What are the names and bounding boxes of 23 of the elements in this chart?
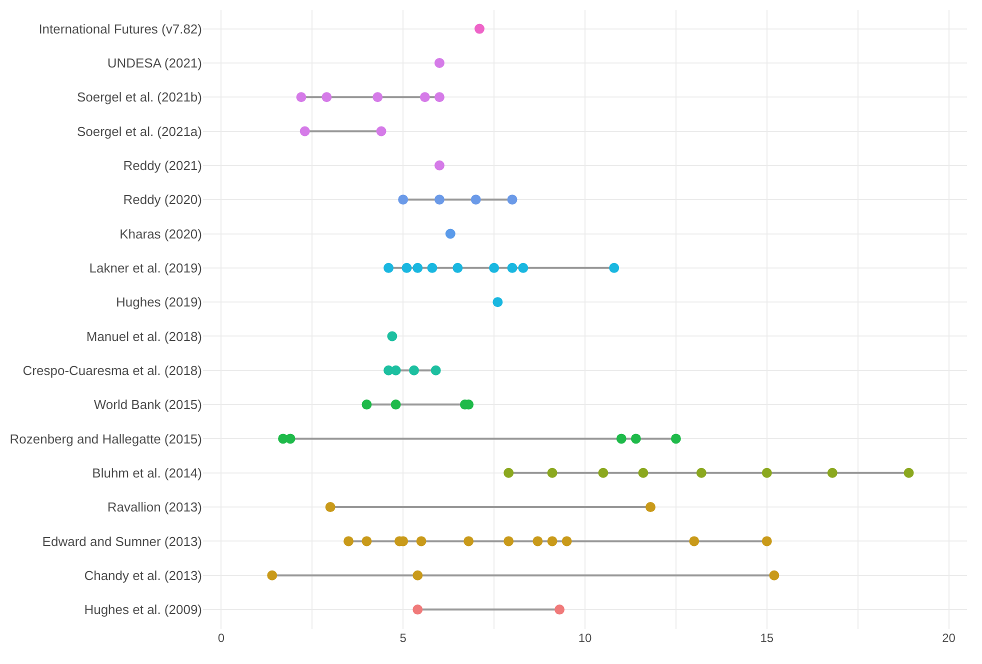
y-tick-label: International Futures (v7.82)	[38, 21, 202, 36]
x-tick-label: 20	[942, 631, 956, 645]
x-tick-label: 15	[760, 631, 774, 645]
x-tick-label: 10	[578, 631, 592, 645]
y-tick-label: Edward and Sumner (2013)	[42, 534, 202, 549]
y-tick-label: World Bank (2015)	[94, 397, 202, 412]
y-tick-label: Ravallion (2013)	[107, 500, 202, 515]
y-tick-label: Manuel et al. (2018)	[86, 328, 202, 344]
y-tick-label: Soergel et al. (2021a)	[76, 124, 202, 139]
y-tick-label: Hughes et al. (2009)	[84, 602, 202, 618]
y-tick-label: UNDESA (2021)	[107, 56, 202, 70]
y-tick-label: Lakner et al. (2019)	[89, 260, 202, 276]
y-tick-label: Kharas (2020)	[120, 226, 202, 242]
y-tick-label: Reddy (2020)	[123, 192, 202, 208]
y-tick-label: Rozenberg and Hallegatte (2015)	[10, 431, 202, 446]
y-tick-label: Reddy (2021)	[123, 158, 202, 173]
y-tick-label: Soergel et al. (2021b)	[76, 90, 202, 105]
x-tick-label: 0	[218, 631, 225, 645]
y-tick-label: Bluhm et al. (2014)	[92, 465, 202, 480]
y-tick-label: Hughes (2019)	[116, 294, 202, 310]
y-tick-label: Crespo-Cuaresma et al. (2018)	[22, 362, 202, 378]
y-tick-label: Chandy et al. (2013)	[84, 568, 202, 583]
x-tick-label: 5	[400, 631, 407, 645]
